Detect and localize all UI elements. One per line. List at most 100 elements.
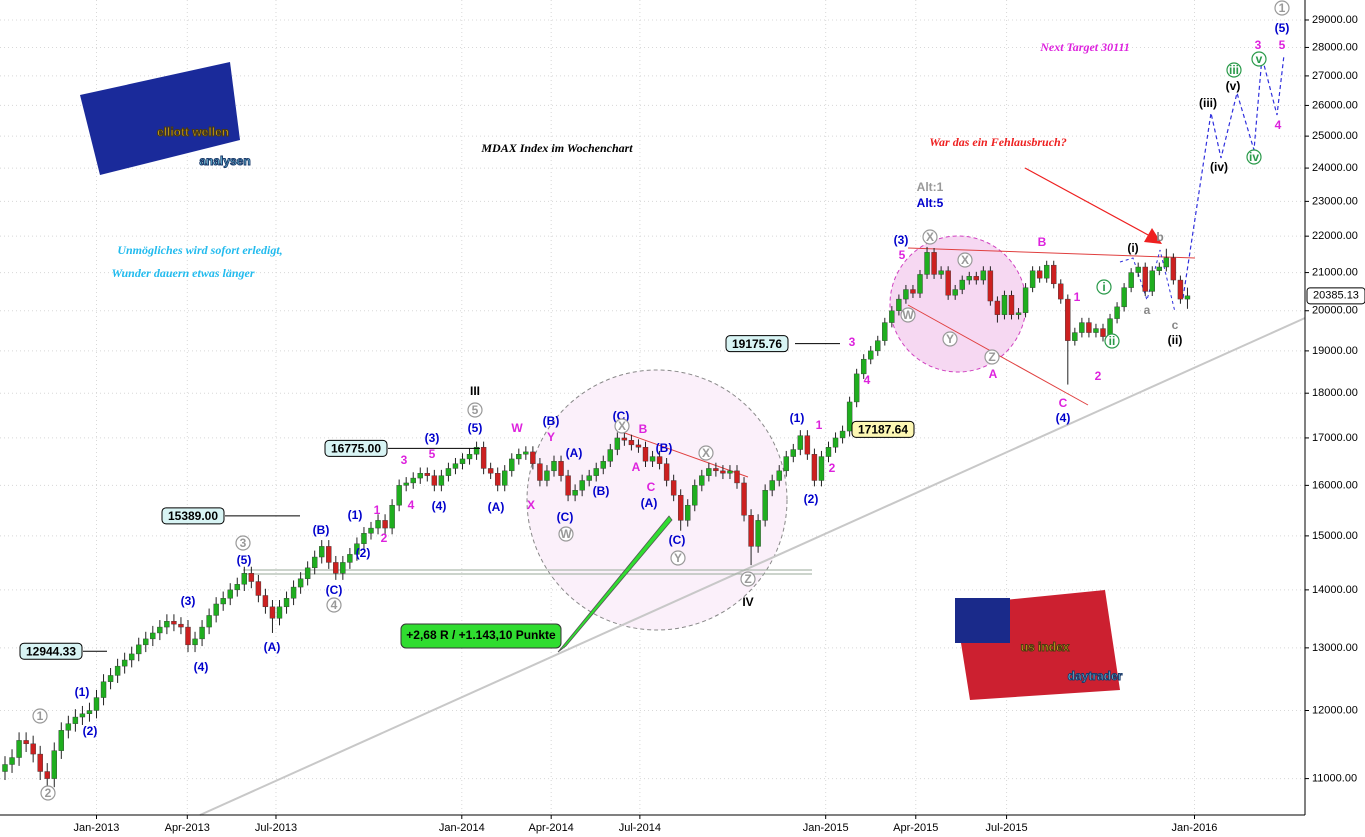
candle-body (424, 473, 431, 476)
level-label: 15389.00 (168, 509, 218, 523)
label-circle (922, 229, 938, 245)
candle-body (417, 473, 423, 479)
logo-text: us index (1021, 640, 1070, 654)
candle-body (171, 621, 177, 625)
candle-body (1079, 322, 1085, 333)
wave-label: 4 (331, 598, 338, 612)
candle-body (86, 710, 93, 714)
candle-body (839, 430, 846, 439)
label-circle (984, 349, 1000, 365)
candles (2, 246, 1191, 788)
label-circle (900, 307, 916, 323)
y-tick-label: 24000.00 (1312, 162, 1358, 174)
question: War das ein Fehlausbruch? (929, 135, 1066, 149)
candle-body (459, 458, 466, 464)
wave-label: Alt:1 (917, 180, 944, 194)
x-tick-label: Jul-2015 (985, 822, 1027, 834)
wave-label: (B) (543, 414, 560, 428)
wave-label: (iii) (1199, 96, 1217, 110)
label-circle (1226, 62, 1242, 78)
wave-label: 3 (240, 536, 247, 550)
candle-body (1029, 270, 1036, 288)
candle-body (396, 485, 402, 506)
arrow (1024, 167, 1151, 237)
candle-body (783, 456, 789, 472)
flag (80, 62, 240, 175)
wave-label: 2 (381, 531, 388, 545)
candle-body (994, 300, 1001, 315)
candle-body (649, 456, 656, 462)
candle-body (579, 480, 585, 491)
channel-line (907, 247, 1196, 259)
channel-line (621, 431, 749, 478)
y-tick-label: 18000.00 (1312, 387, 1358, 399)
y-tick-label: 26000.00 (1312, 99, 1358, 111)
price-box (1306, 287, 1365, 305)
wave-label: (4) (194, 660, 209, 674)
candle-body (586, 475, 592, 481)
wave-label: (C) (669, 533, 686, 547)
wave-label: (ii) (1168, 333, 1183, 347)
candle-body (1072, 332, 1078, 341)
candle-body (889, 310, 895, 323)
label-circle (1274, 0, 1290, 16)
flag (955, 598, 1010, 643)
candle-body (72, 716, 79, 724)
wave-label: (4) (432, 499, 447, 513)
candle-body (1100, 328, 1106, 337)
candle-body (797, 435, 804, 450)
candle-body (1177, 279, 1184, 300)
wave-label: (A) (264, 640, 281, 654)
wave-label: (A) (641, 496, 658, 510)
candle-body (241, 573, 248, 585)
wave-label: (3) (894, 233, 909, 247)
x-tick-label: Jan-2015 (803, 822, 849, 834)
x-tick-label: Jan-2013 (74, 822, 120, 834)
candle-body (727, 470, 733, 474)
wave-label: (4) (1056, 411, 1071, 425)
y-tick-label: 19000.00 (1312, 345, 1358, 357)
level-box (851, 420, 915, 438)
wave-label: 5 (472, 403, 479, 417)
wave-label: 3 (1255, 38, 1262, 52)
candle-body (93, 697, 100, 711)
candle-body (959, 279, 965, 290)
wave-label: (v) (1226, 79, 1241, 93)
candle-body (220, 598, 226, 605)
wave-label: X (702, 446, 710, 460)
candle-body (741, 482, 747, 516)
label-circle (32, 708, 48, 724)
candle-body (628, 440, 635, 446)
x-tick-label: Apr-2013 (165, 822, 210, 834)
candle-body (248, 573, 255, 582)
candle-body (1142, 266, 1148, 292)
subtitle: Wunder dauern etwas länger (111, 266, 254, 280)
candle-body (480, 446, 487, 469)
wave-label: 2 (1095, 369, 1102, 383)
label-circle (235, 535, 251, 551)
x-tick-label: Jul-2014 (619, 822, 661, 834)
candle-body (670, 480, 677, 496)
candle-body (973, 276, 980, 281)
wave-label: 5 (429, 447, 436, 461)
wave-label: C (647, 480, 656, 494)
candle-body (150, 632, 156, 640)
candle-body (79, 713, 86, 718)
candle-body (868, 350, 874, 360)
level-label: 16775.00 (331, 442, 381, 456)
candle-body (136, 644, 142, 655)
wave-label: 4 (408, 498, 415, 512)
annotations: (1) (2) (3) (4) (5) (A) (B) (C) (1) (2) (3) (4) (5) (… (32, 0, 1290, 801)
candle-body (340, 562, 346, 574)
wave-label: W (511, 421, 523, 435)
wave-label: 2 (829, 461, 836, 475)
wave-label: B (1038, 235, 1047, 249)
wave-label: (B) (593, 484, 610, 498)
candle-body (530, 451, 536, 464)
candle-body (966, 276, 972, 281)
candle-body (825, 446, 832, 457)
candle-body (677, 495, 684, 521)
wave-label: C (1059, 396, 1068, 410)
candle-body (297, 578, 304, 588)
candle-body (832, 437, 839, 448)
